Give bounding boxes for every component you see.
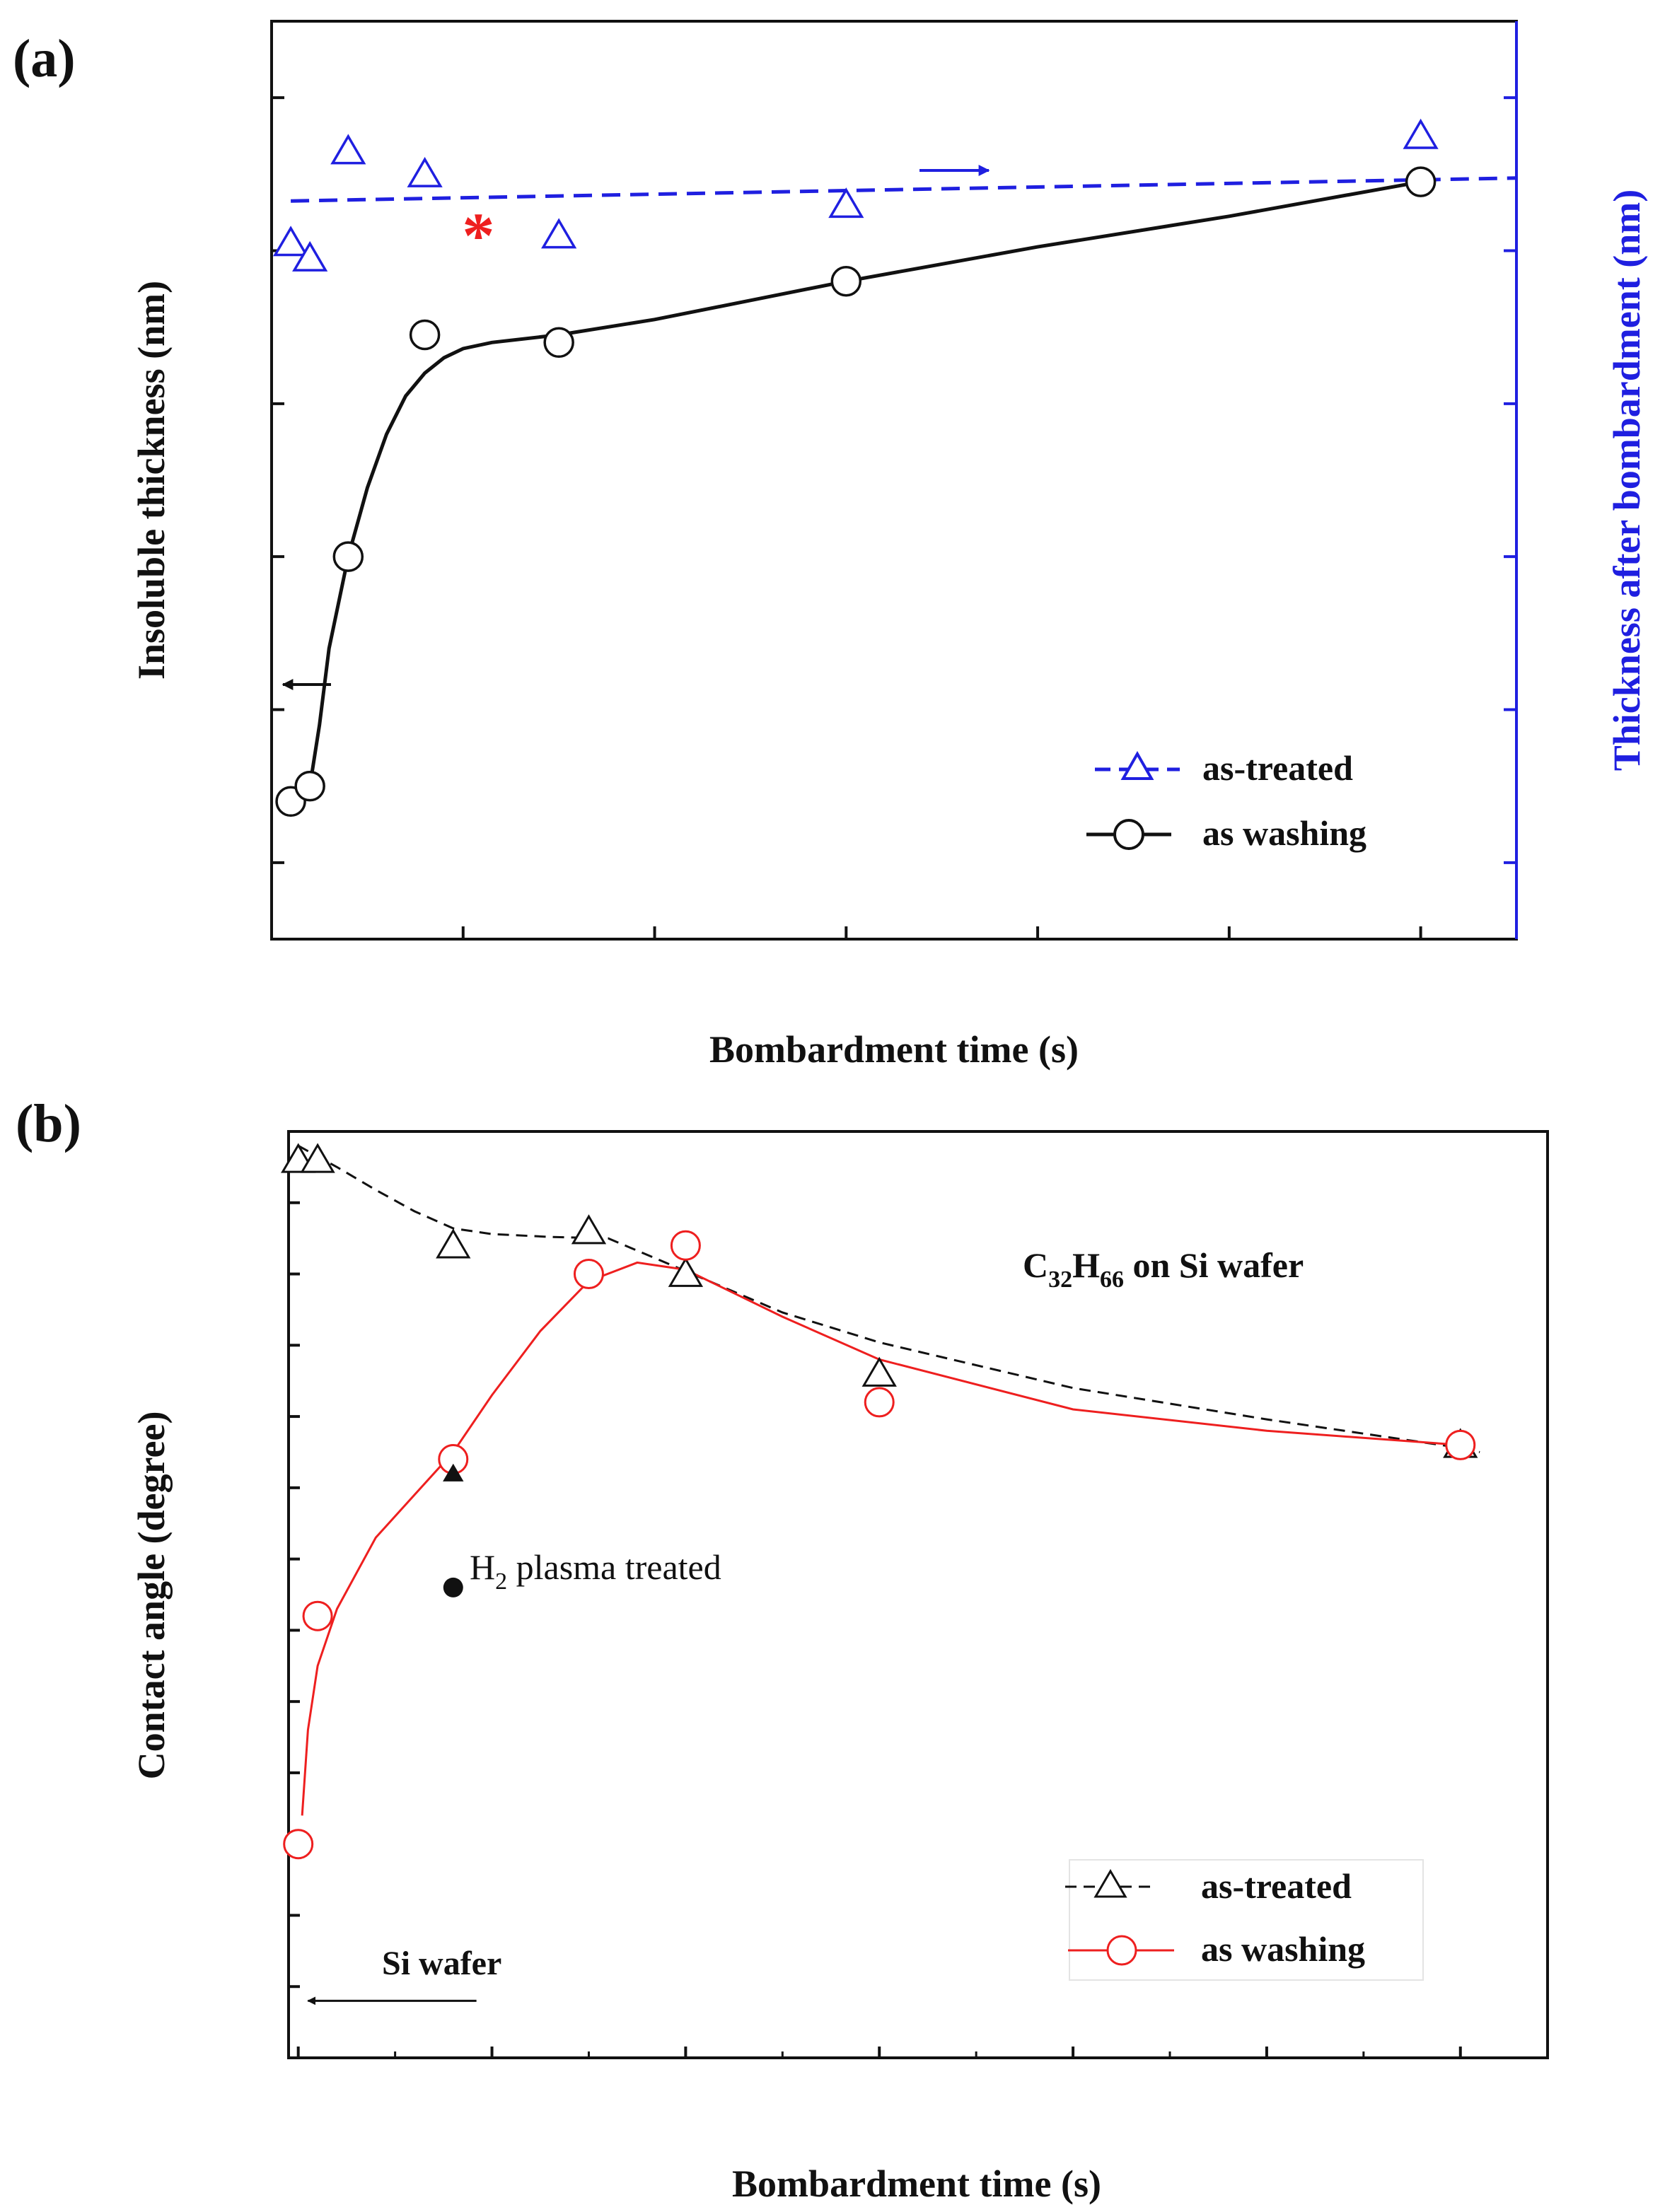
y-axis-ticks-b [289,1130,300,2059]
data-point-as-washing [1405,166,1437,197]
legend-as-washing-marker [1113,819,1144,850]
data-point-as-washing [543,327,574,359]
data-point-b-as-treated [861,1356,897,1387]
legend-a: as-treated as washing [1086,748,1366,853]
legend-b-as-treated-label: as-treated [1201,1866,1352,1906]
y2-axis-ticks-a [1504,96,1516,864]
panel-b: (b) C32H66 on Si wafer H2 plasma treated… [16,1094,1549,2205]
data-point-b-as-washing [1445,1429,1476,1460]
y-axis-label-b: Contact angle (degree) [130,1411,173,1780]
legend-as-treated-label: as-treated [1202,748,1353,788]
data-point-as-washing [409,319,441,351]
panel-b-label: (b) [16,1094,81,1153]
data-point-b-as-washing [864,1387,895,1418]
legend-as-treated-marker [1120,750,1154,780]
legend-b: as-treated as washing [1065,1859,1424,1981]
data-point-as-treated [272,226,309,257]
data-point-as-treated [292,240,328,272]
data-points-b [281,1143,1478,1860]
fit-line-as-treated [291,176,1517,203]
data-point-b-as-washing [670,1230,701,1261]
panel-a: (a) * Bombardment time (s) Insoluble thi… [13,20,1648,1071]
fit-line-as-washing [308,180,1422,787]
sample-annotation: C32H66 on Si wafer [1023,1245,1304,1293]
data-point-as-washing [332,541,364,572]
fit-line-b-as-treated [297,1144,1480,1453]
h2-plasma-circle [443,1577,463,1597]
data-point-as-treated [828,187,864,219]
y-axis-ticks-a [272,96,284,864]
legend-as-washing-label: as washing [1202,813,1366,853]
data-point-b-as-treated [300,1143,335,1173]
panel-a-label: (a) [13,29,76,88]
x-axis-ticks-a [270,926,1422,939]
legend-b-as-washing-marker [1106,1935,1137,1966]
data-point-as-treated [407,156,443,187]
x-axis-label-a: Bombardment time (s) [709,1028,1079,1071]
data-point-as-treated [541,218,577,249]
data-points-a [272,118,1439,817]
x-axis-label-b: Bombardment time (s) [732,2162,1101,2205]
h2-plasma-triangle [443,1463,464,1482]
data-point-as-washing [294,770,325,802]
data-point-b-as-washing [302,1600,333,1631]
plot-area-b [287,1130,1549,2059]
plot-area-a [270,20,1518,941]
fit-lines-a [291,176,1517,787]
data-point-b-as-treated [668,1257,704,1287]
data-point-b-as-treated [571,1214,607,1245]
data-point-as-treated [1403,118,1439,149]
data-point-as-washing [830,266,862,297]
data-point-b-as-washing [283,1829,314,1860]
legend-b-as-washing-label: as washing [1201,1929,1365,1969]
asterisk-annotation: * [462,199,494,272]
y2-axis-label-a: Thickness after bombardment (nm) [1606,190,1648,772]
h2-plasma-annotation: H2 plasma treated [470,1547,721,1595]
fit-line-b-as-washing [301,1261,1461,1816]
fit-lines-b [297,1144,1480,1816]
data-point-b-as-treated [436,1228,471,1259]
x-axis-ticks-b [296,2047,1462,2058]
data-point-b-as-washing [573,1259,604,1290]
data-point-as-treated [330,134,366,165]
legend-b-as-treated-marker [1093,1869,1127,1898]
y-axis-label-a: Insoluble thickness (nm) [130,281,173,680]
si-wafer-label: Si wafer [382,1945,501,1982]
h2-plasma-points [443,1463,464,1597]
